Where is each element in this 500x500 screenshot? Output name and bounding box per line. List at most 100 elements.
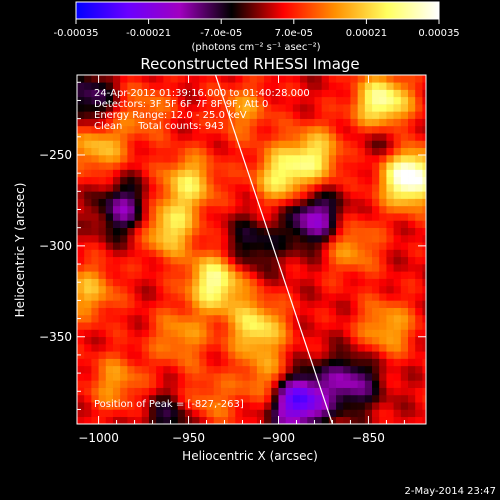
heatmap-cell [127,416,135,424]
heatmap-cell [206,147,215,156]
heatmap-cell [307,293,315,301]
heatmap-cell [321,314,330,323]
heatmap-cell [192,154,200,163]
heatmap-cell [199,264,207,272]
heatmap-cell [235,271,243,279]
heatmap-cell [141,358,150,367]
heatmap-cell [120,82,128,90]
heatmap-cell [336,344,344,352]
heatmap-cell [184,82,193,90]
heatmap-cell [278,75,286,83]
heatmap-cell [98,89,107,98]
heatmap-cell [206,176,215,185]
heatmap-cell [156,242,164,250]
heatmap-cell [321,96,330,105]
heatmap-cell [321,140,330,149]
heatmap-cell [192,133,200,141]
heatmap-cell [134,220,143,228]
heatmap-cell [271,198,279,207]
heatmap-cell [372,133,380,141]
heatmap-cell [278,198,286,207]
heatmap-cell [148,256,157,265]
heatmap-cell [307,300,315,308]
heatmap-cell [321,249,330,258]
heatmap-cell [112,249,121,258]
heatmap-cell [292,380,301,388]
heatmap-cell [321,162,330,170]
heatmap-cell [400,125,409,134]
heatmap-cell [256,162,265,170]
heatmap-cell [105,242,114,250]
heatmap-cell [328,133,337,141]
heatmap-cell [393,300,402,308]
heatmap-cell [386,176,394,185]
heatmap-cell [350,227,358,236]
heatmap-cell [328,234,337,243]
heatmap-cell [84,351,92,359]
heatmap-cell [256,147,265,156]
heatmap-cell [235,322,243,330]
heatmap-cell [242,96,251,105]
heatmap-cell [336,256,344,265]
heatmap-cell [422,111,426,119]
heatmap-cell [292,169,301,178]
heatmap-cell [192,75,200,83]
heatmap-cell [264,387,272,396]
heatmap-cell [163,329,171,338]
heatmap-cell [112,387,121,396]
heatmap-cell [249,278,258,287]
heatmap-cell [249,154,258,163]
heatmap-cell [393,336,402,345]
heatmap-cell [357,205,366,214]
heatmap-cell [256,256,265,265]
heatmap-cell [292,249,301,258]
heatmap-cell [300,162,308,170]
heatmap-cell [242,365,251,374]
heatmap-cell [285,380,294,388]
heatmap-cell [91,394,99,403]
heatmap-cell [350,402,358,410]
heatmap-cell [184,227,193,236]
heatmap-cell [177,380,186,388]
heatmap-cell [372,256,380,265]
heatmap-cell [91,373,99,381]
heatmap-cell [112,104,121,112]
heatmap-cell [148,184,157,192]
heatmap-cell [134,416,143,424]
heatmap-cell [148,242,157,250]
heatmap-cell [127,111,135,119]
heatmap-cell [372,205,380,214]
heatmap-cell [156,234,164,243]
heatmap-cell [314,256,322,265]
heatmap-cell [307,213,315,221]
heatmap-cell [105,373,114,381]
heatmap-cell [336,227,344,236]
heatmap-cell [393,140,402,149]
heatmap-cell [120,365,128,374]
heatmap-cell [256,118,265,127]
heatmap-cell [199,373,207,381]
heatmap-cell [249,234,258,243]
heatmap-cell [357,220,366,228]
heatmap-cell [84,162,92,170]
heatmap-cell [112,336,121,345]
heatmap-cell [235,184,243,192]
heatmap-cell [350,205,358,214]
heatmap-cell [177,278,186,287]
heatmap-cell [206,125,215,134]
heatmap-cell [314,154,322,163]
heatmap-cell [242,344,251,352]
heatmap-cell [415,307,423,316]
heatmap-cell [134,176,143,185]
heatmap-cell [285,416,294,424]
heatmap-cell [314,278,322,287]
heatmap-cell [105,351,114,359]
heatmap-cell [271,387,279,396]
heatmap-cell [357,285,366,294]
heatmap-cell [134,402,143,410]
heatmap-cell [350,293,358,301]
heatmap-cell [393,409,402,418]
heatmap-cell [98,380,107,388]
heatmap-cell [141,409,150,418]
heatmap-cell [314,125,322,134]
